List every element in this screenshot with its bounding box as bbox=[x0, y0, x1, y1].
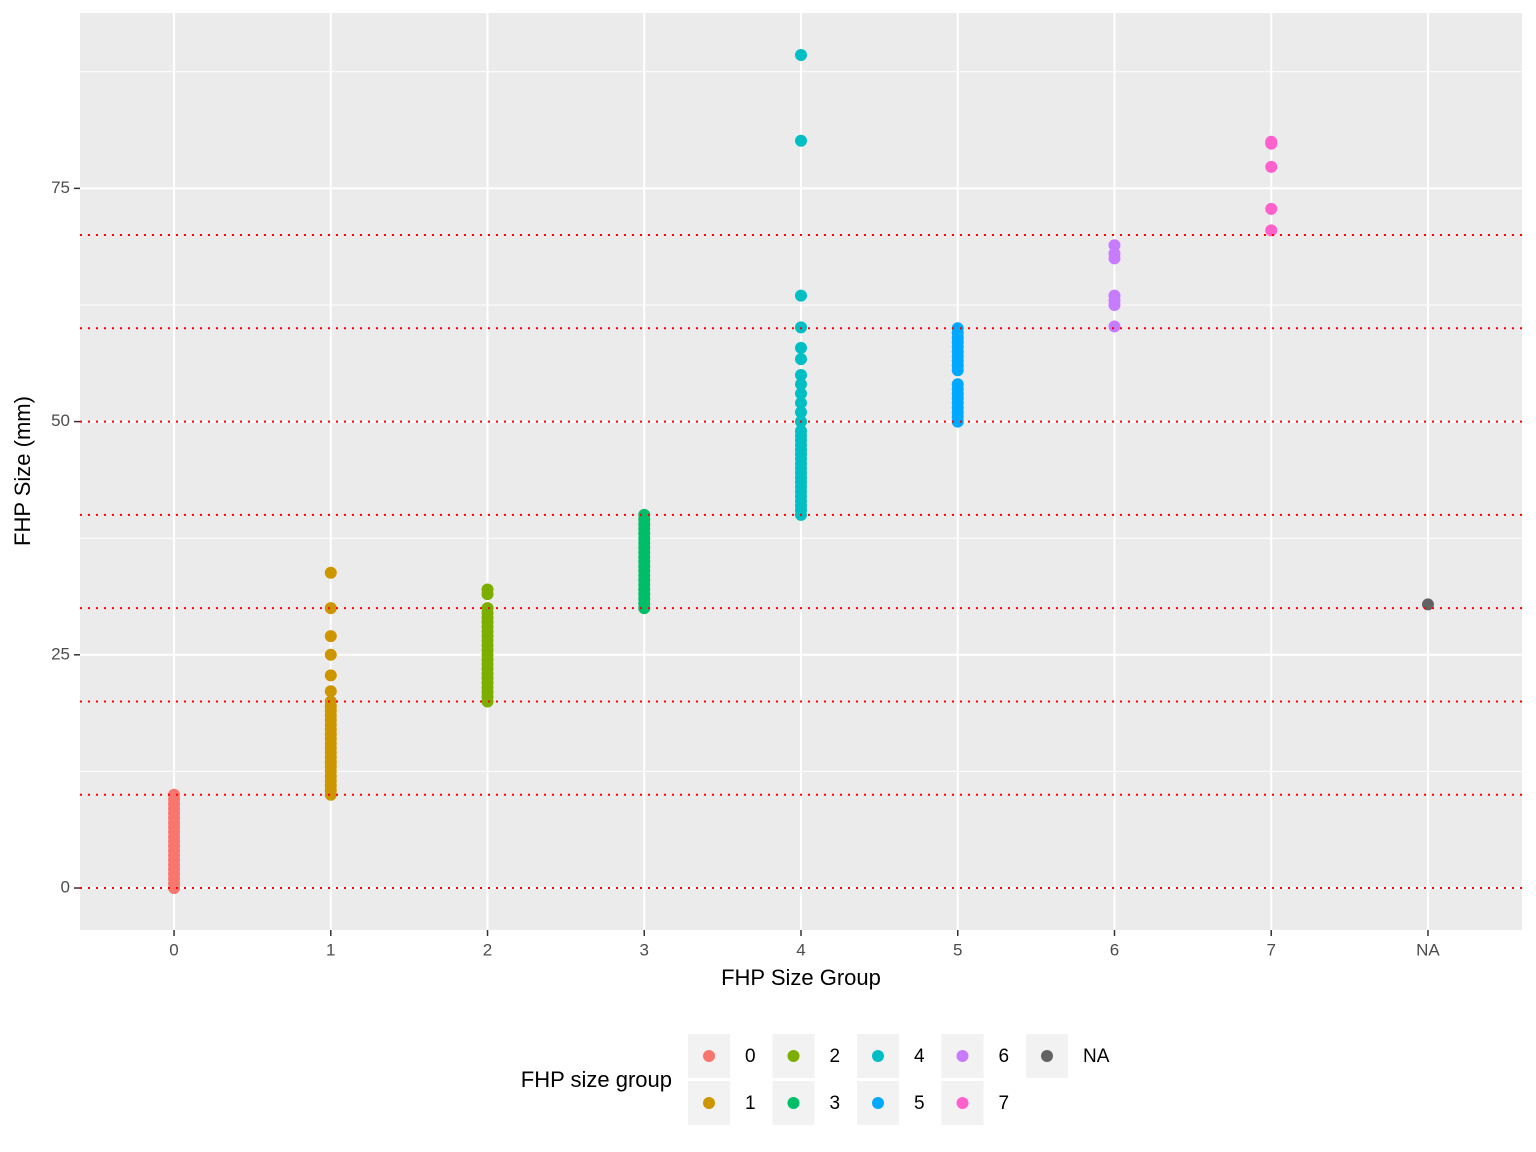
legend-label: 6 bbox=[999, 1046, 1010, 1067]
point bbox=[795, 406, 807, 419]
x-tick-label: 1 bbox=[326, 940, 335, 959]
point bbox=[951, 378, 964, 391]
point bbox=[324, 695, 337, 708]
point bbox=[324, 630, 337, 643]
legend-label: 1 bbox=[745, 1093, 756, 1114]
legend-marker bbox=[787, 1097, 800, 1109]
point bbox=[795, 341, 807, 354]
legend-marker bbox=[956, 1097, 969, 1109]
legend-marker bbox=[872, 1097, 884, 1109]
point bbox=[795, 289, 807, 302]
legend-marker bbox=[703, 1050, 715, 1062]
y-tick-label: 25 bbox=[51, 644, 70, 663]
point bbox=[481, 583, 494, 596]
legend-title: FHP size group bbox=[521, 1067, 672, 1092]
x-tick-label: 0 bbox=[169, 940, 178, 959]
x-tick-label: 4 bbox=[796, 940, 805, 959]
point bbox=[795, 368, 807, 381]
point bbox=[795, 387, 807, 400]
legend-label: NA bbox=[1083, 1046, 1110, 1067]
point bbox=[1265, 135, 1278, 148]
y-tick-label: 50 bbox=[51, 411, 70, 430]
y-axis-title: FHP Size (mm) bbox=[10, 396, 35, 546]
point bbox=[324, 669, 337, 682]
legend-marker bbox=[956, 1050, 969, 1062]
x-tick-label: 2 bbox=[483, 940, 492, 959]
point bbox=[324, 685, 337, 698]
point bbox=[795, 424, 807, 437]
point bbox=[481, 602, 494, 615]
point bbox=[168, 788, 181, 801]
legend-label: 5 bbox=[914, 1093, 925, 1114]
legend-label: 3 bbox=[830, 1093, 841, 1114]
point bbox=[1108, 289, 1121, 302]
x-tick-label: 3 bbox=[640, 940, 649, 959]
legend-marker bbox=[703, 1097, 715, 1109]
point bbox=[324, 602, 337, 615]
point bbox=[951, 322, 964, 335]
y-tick-label: 75 bbox=[51, 178, 70, 197]
legend-label: 0 bbox=[745, 1046, 756, 1067]
point bbox=[1108, 239, 1121, 252]
legend-label: 7 bbox=[999, 1093, 1010, 1114]
legend-marker bbox=[1041, 1050, 1053, 1062]
x-tick-label: NA bbox=[1416, 940, 1440, 959]
legend-marker bbox=[787, 1050, 800, 1062]
point bbox=[795, 353, 807, 366]
legend-label: 4 bbox=[914, 1046, 925, 1067]
x-axis-title: FHP Size Group bbox=[721, 965, 881, 990]
point bbox=[1265, 224, 1278, 237]
point bbox=[795, 396, 807, 409]
point bbox=[795, 48, 807, 61]
x-tick-label: 7 bbox=[1266, 940, 1275, 959]
point bbox=[1108, 320, 1121, 333]
point bbox=[795, 134, 807, 147]
x-tick-label: 6 bbox=[1110, 940, 1119, 959]
point bbox=[1108, 247, 1121, 260]
point bbox=[1265, 202, 1278, 215]
point bbox=[1265, 160, 1278, 173]
y-tick-label: 0 bbox=[61, 878, 70, 897]
point bbox=[324, 566, 337, 579]
legend-label: 2 bbox=[830, 1046, 841, 1067]
legend-marker bbox=[872, 1050, 884, 1062]
point bbox=[324, 648, 337, 661]
point bbox=[638, 508, 651, 521]
point bbox=[795, 378, 807, 391]
x-tick-label: 5 bbox=[953, 940, 962, 959]
